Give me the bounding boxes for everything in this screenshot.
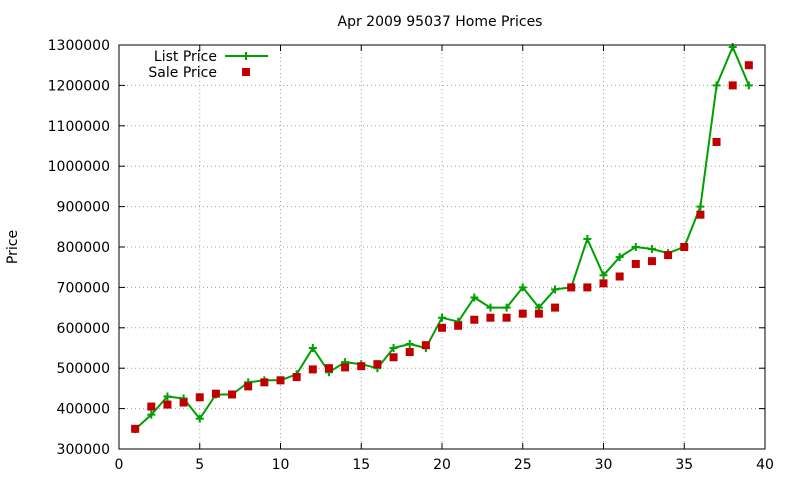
y-tick-label: 900000 xyxy=(57,200,110,216)
list-price-point xyxy=(195,414,204,423)
sale-price-point xyxy=(179,398,188,407)
x-tick-label: 5 xyxy=(195,457,204,473)
sale-price-point xyxy=(470,315,479,324)
y-axis-label: Price xyxy=(5,230,21,264)
sale-price-point xyxy=(599,279,608,288)
sale-price-point xyxy=(728,81,737,90)
x-tick-label: 30 xyxy=(595,457,613,473)
sale-price-point xyxy=(357,362,366,371)
x-tick-label: 40 xyxy=(756,457,774,473)
legend-swatch-list-price xyxy=(225,52,268,60)
sale-price-point xyxy=(276,376,285,385)
list-price-point xyxy=(502,303,511,312)
x-tick-label: 25 xyxy=(514,457,532,473)
sale-price-point xyxy=(244,382,253,391)
x-tick-label: 15 xyxy=(352,457,370,473)
legend-label-list-price: List Price xyxy=(154,49,217,65)
list-price-point xyxy=(615,253,624,262)
sale-price-point xyxy=(421,341,430,350)
sale-price-point xyxy=(696,210,705,219)
list-price-point xyxy=(599,271,608,280)
sale-price-point xyxy=(308,365,317,374)
list-price-point xyxy=(696,202,705,211)
list-price-point xyxy=(470,293,479,302)
list-price-point xyxy=(147,410,156,419)
list-price-point xyxy=(389,344,398,352)
sale-price-point xyxy=(211,389,220,398)
y-tick-label: 500000 xyxy=(57,361,110,377)
sale-price-point xyxy=(147,402,156,411)
y-tick-label: 1100000 xyxy=(48,119,110,135)
y-tick-label: 1300000 xyxy=(48,38,110,54)
y-tick-label: 400000 xyxy=(57,402,110,418)
sale-price-point xyxy=(373,360,382,369)
sale-price-point xyxy=(260,378,269,387)
y-tick-label: 1200000 xyxy=(48,78,110,94)
y-tick-label: 800000 xyxy=(57,240,110,256)
legend-sale-square xyxy=(242,68,250,76)
sale-price-point xyxy=(712,137,721,146)
sale-price-point xyxy=(163,400,172,409)
list-price-point xyxy=(518,283,527,292)
sale-price-point xyxy=(551,303,560,312)
sale-price-point xyxy=(567,283,576,292)
sale-price-point xyxy=(631,259,640,268)
plot-frame xyxy=(118,44,766,450)
y-tick-label: 600000 xyxy=(57,321,110,337)
list-price-line xyxy=(134,46,750,430)
list-price-point xyxy=(744,81,753,90)
sale-price-point xyxy=(647,257,656,266)
sale-price-point xyxy=(131,424,140,433)
sale-price-point xyxy=(454,321,463,330)
x-tick-label: 35 xyxy=(675,457,693,473)
list-price-point xyxy=(405,339,414,348)
axis-ticks: 300000 400000 500000 600000 700000 800000 9000… xyxy=(48,38,774,473)
chart-title: Apr 2009 95037 Home Prices xyxy=(338,14,543,30)
grid-lines xyxy=(119,45,765,449)
list-price-point xyxy=(631,243,640,251)
sale-price-point xyxy=(405,348,414,357)
sale-price-series xyxy=(131,61,753,433)
y-tick-label: 1000000 xyxy=(48,159,110,175)
sale-price-point xyxy=(680,243,689,251)
legend-swatch-sale-price xyxy=(242,68,250,76)
sale-price-point xyxy=(518,309,527,318)
sale-price-point xyxy=(534,309,543,318)
list-price-point xyxy=(438,313,446,322)
sale-price-point xyxy=(664,251,673,260)
list-price-point xyxy=(647,245,656,254)
x-tick-label: 0 xyxy=(115,457,124,473)
y-tick-label: 700000 xyxy=(57,280,110,296)
sale-price-point xyxy=(228,390,237,399)
sale-price-point xyxy=(583,283,592,292)
sale-price-point xyxy=(341,363,350,372)
list-price-point xyxy=(551,285,560,294)
legend: List Price Sale Price xyxy=(148,49,268,81)
x-tick-label: 20 xyxy=(433,457,451,473)
legend-label-sale-price: Sale Price xyxy=(148,65,217,81)
sale-price-point xyxy=(292,373,301,382)
x-tick-label: 10 xyxy=(272,457,290,473)
list-price-point xyxy=(308,344,317,352)
sale-price-point xyxy=(438,323,446,332)
sale-price-point xyxy=(389,353,398,362)
sale-price-point xyxy=(486,313,495,322)
sale-price-point xyxy=(502,313,511,322)
list-price-point xyxy=(583,234,592,243)
list-price-point xyxy=(712,81,721,90)
list-price-point xyxy=(728,43,737,52)
sale-price-point xyxy=(324,364,333,373)
list-price-point xyxy=(163,392,172,401)
sale-price-point xyxy=(744,61,753,70)
list-price-point xyxy=(486,303,495,312)
y-tick-label: 300000 xyxy=(57,442,110,458)
sale-price-point xyxy=(195,393,204,402)
sale-price-point xyxy=(615,272,624,281)
